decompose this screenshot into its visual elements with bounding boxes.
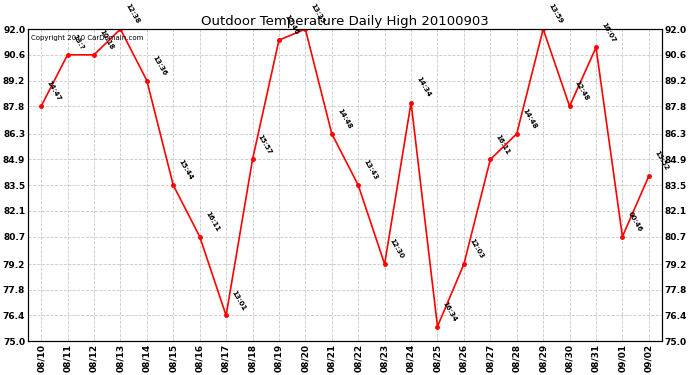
Text: 15:57: 15:57	[257, 133, 273, 155]
Text: 15:44: 15:44	[177, 159, 194, 181]
Text: 14:48: 14:48	[336, 107, 353, 130]
Text: 16:07: 16:07	[600, 21, 616, 43]
Text: 12:38: 12:38	[125, 3, 141, 25]
Text: 00:46: 00:46	[627, 210, 643, 232]
Text: 16:11: 16:11	[495, 133, 511, 155]
Text: 13:59: 13:59	[547, 3, 564, 25]
Text: 14:47: 14:47	[46, 80, 61, 102]
Text: 12:46: 12:46	[283, 14, 299, 36]
Text: 16:11: 16:11	[204, 210, 220, 232]
Text: 14:34: 14:34	[415, 76, 432, 98]
Text: 13:36: 13:36	[151, 54, 167, 76]
Text: 10:18: 10:18	[98, 28, 115, 51]
Text: 12:48: 12:48	[574, 80, 590, 102]
Text: 13:01: 13:01	[230, 289, 246, 311]
Text: 13:?: 13:?	[72, 33, 86, 51]
Text: 16:34: 16:34	[442, 300, 458, 322]
Text: 13:35: 13:35	[310, 3, 326, 25]
Text: 13:43: 13:43	[362, 159, 379, 181]
Text: Copyright 2010 CarDomain.com: Copyright 2010 CarDomain.com	[31, 35, 144, 41]
Text: 15:52: 15:52	[653, 150, 669, 172]
Title: Outdoor Temperature Daily High 20100903: Outdoor Temperature Daily High 20100903	[201, 15, 489, 28]
Text: 14:48: 14:48	[521, 107, 538, 130]
Text: 12:30: 12:30	[388, 238, 405, 260]
Text: 12:03: 12:03	[468, 238, 484, 260]
